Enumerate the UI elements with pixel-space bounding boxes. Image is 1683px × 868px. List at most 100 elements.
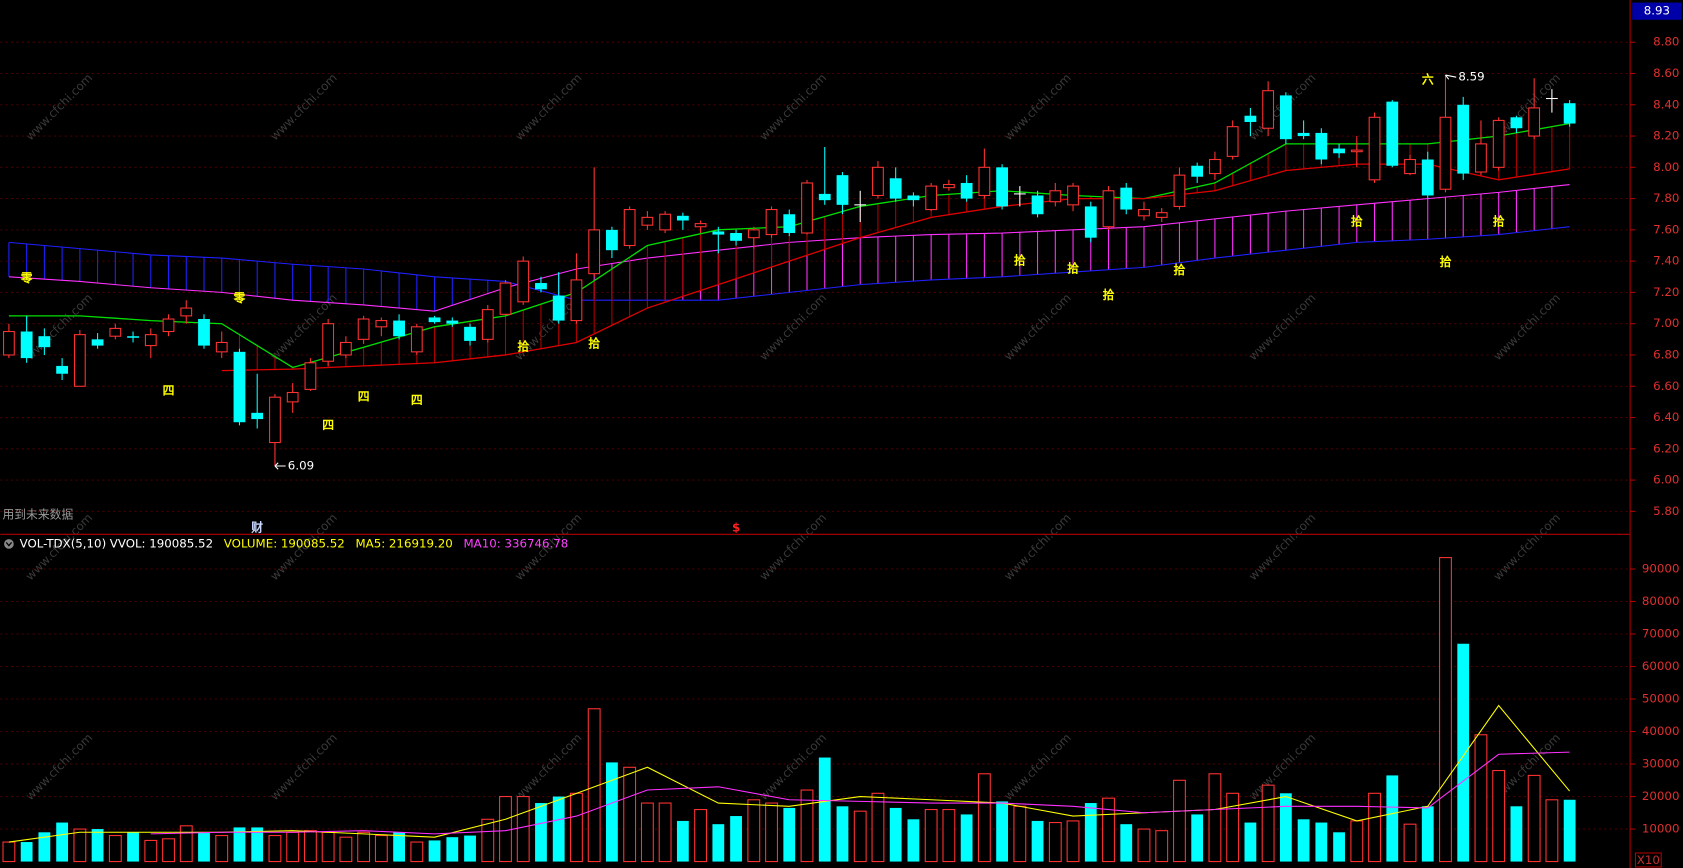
volume-bar [1403, 823, 1417, 863]
volume-bar [1297, 819, 1310, 862]
candle-body [552, 295, 565, 321]
volume-bar [2, 841, 16, 863]
volume-bar [535, 803, 547, 862]
candle-body [1244, 115, 1257, 122]
volume-bar [1333, 832, 1345, 862]
volume-bar [321, 831, 335, 863]
event-marker: $ [732, 520, 740, 534]
y-tick-label: 7.20 [1653, 285, 1679, 299]
volume-bar [889, 807, 902, 862]
volume-bar [233, 827, 246, 862]
volume-bar [658, 802, 672, 863]
candle-body [233, 351, 246, 423]
volume-bar [977, 773, 991, 863]
volume-ma-line [8, 704, 1571, 843]
candle-body [304, 362, 317, 390]
candle-body [375, 320, 388, 328]
volume-bar [924, 809, 938, 863]
candle-body [286, 391, 299, 403]
volume-bar [623, 766, 637, 863]
candle-body [1279, 95, 1292, 140]
candle-body [73, 334, 86, 387]
current-price-box [1632, 2, 1682, 20]
volume-bar [552, 796, 565, 862]
indicator-menu-icon[interactable] [4, 539, 14, 549]
candle-body [1404, 158, 1416, 175]
volume-bar [1527, 774, 1541, 863]
candle-body [1138, 209, 1150, 217]
volume-bar [907, 819, 920, 862]
y-tick-label: 8.60 [1653, 66, 1679, 80]
volume-bar [871, 792, 885, 863]
signal-annotation: 拾 [1351, 215, 1363, 229]
y-tick-label: 7.00 [1653, 316, 1679, 330]
volume-bar [303, 830, 317, 863]
signal-annotation: 零 [20, 271, 33, 285]
y-tick-label: 7.40 [1653, 254, 1679, 268]
y-tick-label: 30000 [1642, 757, 1680, 771]
candle-body [1439, 116, 1452, 190]
candle-body [676, 215, 689, 221]
candle-body [623, 209, 636, 247]
volume-bar [1173, 779, 1186, 863]
candle-body [109, 327, 122, 337]
candle-body [1510, 117, 1523, 129]
volume-bar [1386, 775, 1399, 862]
volume-bar [1510, 806, 1523, 862]
volume-bar [286, 831, 300, 863]
volume-bar [1563, 799, 1576, 862]
volume-bar [800, 789, 814, 863]
volume-bar [1457, 643, 1470, 862]
volume-bar [960, 814, 973, 862]
high-arrow [1445, 74, 1457, 80]
candle-body [499, 282, 512, 315]
y-tick-label: 6.60 [1653, 379, 1679, 393]
candle-body [1226, 126, 1239, 157]
candle-body [1297, 132, 1310, 137]
candle-body [428, 317, 441, 323]
volume-bar [20, 842, 33, 862]
volume-bar [1244, 822, 1257, 862]
candle-body [464, 326, 476, 341]
volume-bar [783, 807, 796, 862]
signal-annotation: 拾 [1103, 288, 1115, 302]
volume-bar [606, 762, 618, 862]
candle-body [1368, 116, 1381, 181]
candle-body [872, 166, 884, 197]
signal-annotation: 拾 [588, 337, 600, 351]
volume-bar [1137, 828, 1151, 863]
volume-bar [73, 828, 87, 863]
candle-body [1421, 159, 1434, 196]
volume-bar [694, 809, 708, 863]
volume-bar [730, 816, 742, 862]
volume-bar [853, 810, 867, 863]
signal-annotation: 拾 [1493, 215, 1505, 229]
candle-body [1120, 187, 1133, 210]
y-tick-label: 8.80 [1653, 35, 1679, 49]
volume-bar [393, 832, 405, 862]
indicator-readout: VOLUME: 190085.52 [224, 536, 345, 550]
volume-bar [357, 831, 371, 863]
volume-bar [1279, 793, 1292, 862]
candle-body [730, 233, 742, 241]
candle-body [1350, 149, 1363, 153]
volume-bar [1474, 734, 1488, 863]
candle-body [3, 330, 15, 356]
candle-body [801, 182, 813, 234]
volume-bar [1155, 830, 1169, 863]
signal-annotation: 四 [358, 390, 370, 404]
candle-body [162, 318, 175, 333]
volume-bar [942, 809, 956, 863]
volume-bar [1013, 805, 1027, 863]
volume-bar [516, 796, 530, 863]
indicator-readout: MA10: 336746.78 [463, 536, 568, 550]
volume-bar [1421, 806, 1434, 862]
candle-body [942, 183, 955, 189]
candle-body [322, 323, 335, 362]
volume-bar [1031, 820, 1044, 862]
y-tick-label: 8.20 [1653, 129, 1679, 143]
volume-bar [144, 839, 158, 863]
indicator-readout: MA5: 216919.20 [355, 536, 452, 550]
candle-body [1049, 190, 1062, 203]
